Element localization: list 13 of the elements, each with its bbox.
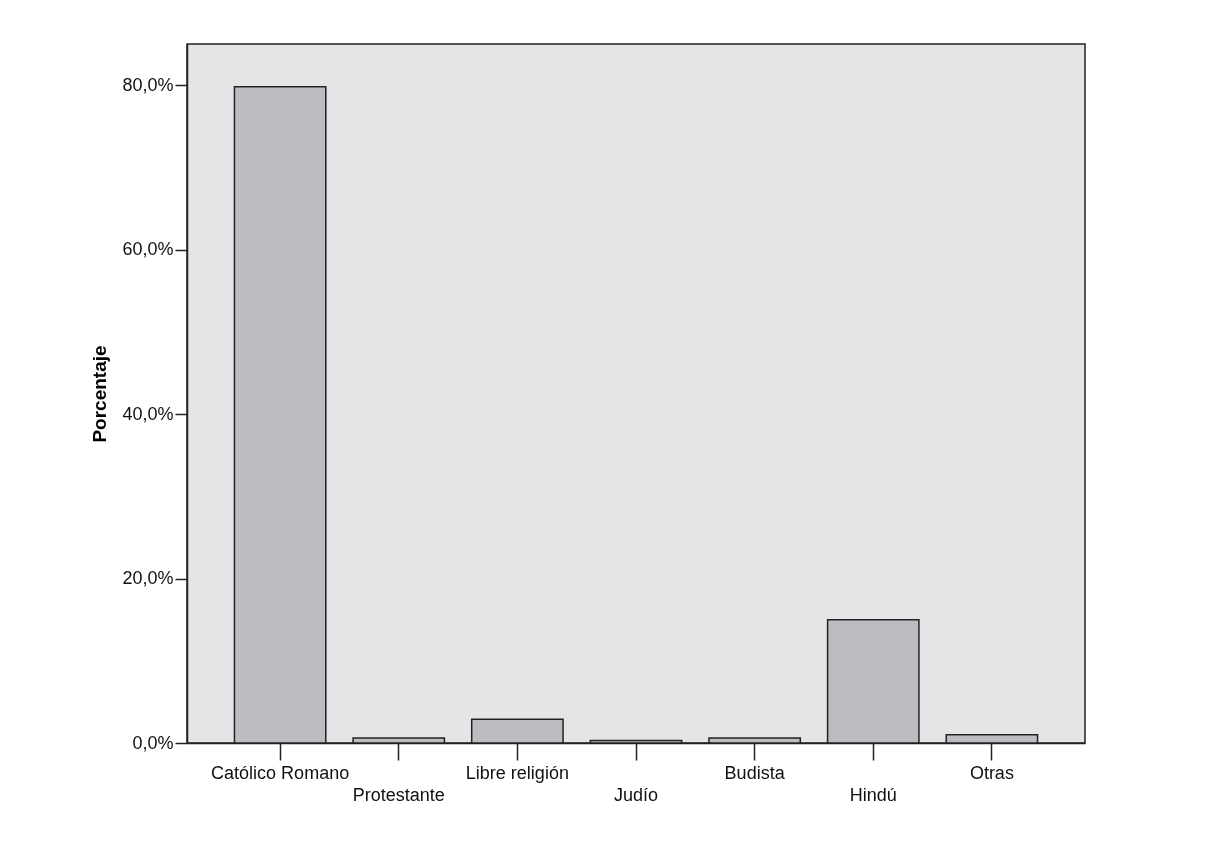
x-tick-label: Libre religión <box>465 762 569 783</box>
y-tick-label: 0,0% <box>132 732 174 753</box>
x-tick-label: Otras <box>969 762 1014 783</box>
y-axis-title: Porcentaje <box>89 345 111 443</box>
y-tick-label: 40,0% <box>122 403 174 424</box>
x-tick-label: Budista <box>724 762 786 783</box>
y-tick-label: 80,0% <box>122 74 174 95</box>
x-tick-label: Protestante <box>352 784 445 805</box>
x-tick-label: Católico Romano <box>211 762 350 783</box>
y-tick-label: 20,0% <box>122 568 174 589</box>
x-tick-label: Judío <box>613 784 659 805</box>
x-tick-label: Hindú <box>849 784 897 805</box>
y-tick-label: 60,0% <box>122 239 174 260</box>
